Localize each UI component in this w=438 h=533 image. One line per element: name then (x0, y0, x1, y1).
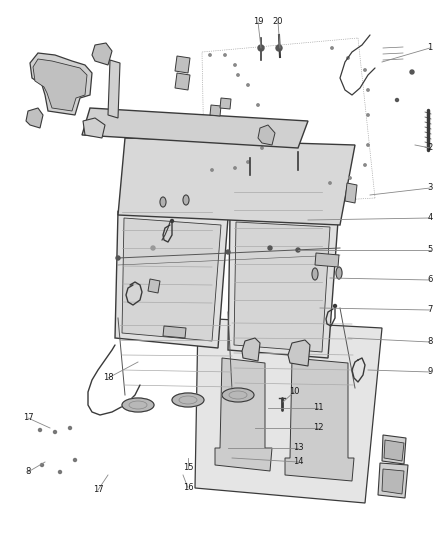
Polygon shape (384, 440, 404, 461)
Text: 20: 20 (273, 18, 283, 27)
Polygon shape (242, 338, 260, 361)
Polygon shape (122, 218, 221, 341)
Text: 3: 3 (427, 183, 433, 192)
Polygon shape (148, 279, 160, 293)
Polygon shape (382, 469, 404, 494)
Circle shape (226, 250, 230, 254)
Polygon shape (175, 56, 190, 73)
Text: 13: 13 (293, 443, 303, 453)
Circle shape (364, 164, 366, 166)
Text: 7: 7 (427, 305, 433, 314)
Polygon shape (175, 73, 190, 90)
Text: 12: 12 (313, 424, 323, 432)
Text: 16: 16 (183, 483, 193, 492)
Circle shape (116, 256, 120, 260)
Text: 5: 5 (427, 246, 433, 254)
Text: 1: 1 (427, 44, 433, 52)
Polygon shape (258, 125, 275, 145)
Polygon shape (83, 118, 105, 138)
Polygon shape (315, 253, 339, 267)
Circle shape (68, 426, 71, 430)
Polygon shape (288, 340, 310, 366)
Ellipse shape (160, 197, 166, 207)
Circle shape (258, 45, 264, 51)
Polygon shape (92, 43, 112, 65)
Ellipse shape (336, 267, 342, 279)
Circle shape (333, 304, 336, 308)
Circle shape (329, 182, 331, 184)
Polygon shape (220, 98, 231, 109)
Text: 8: 8 (25, 467, 31, 477)
Polygon shape (210, 105, 221, 116)
Polygon shape (382, 435, 406, 464)
Circle shape (367, 89, 369, 91)
Ellipse shape (312, 268, 318, 280)
Circle shape (59, 471, 61, 473)
Circle shape (234, 64, 236, 66)
Circle shape (349, 177, 351, 179)
Circle shape (224, 54, 226, 56)
Circle shape (211, 169, 213, 171)
Polygon shape (228, 215, 338, 358)
Text: 4: 4 (427, 214, 433, 222)
Circle shape (331, 47, 333, 49)
Circle shape (347, 57, 349, 59)
Polygon shape (378, 463, 408, 498)
Text: 15: 15 (183, 464, 193, 472)
Polygon shape (163, 326, 186, 338)
Circle shape (367, 114, 369, 116)
Ellipse shape (172, 393, 204, 407)
Circle shape (296, 248, 300, 252)
Circle shape (276, 45, 282, 51)
Text: 8: 8 (427, 337, 433, 346)
Polygon shape (215, 358, 272, 471)
Ellipse shape (222, 388, 254, 402)
Text: 17: 17 (23, 414, 33, 423)
Ellipse shape (183, 195, 189, 205)
Text: 17: 17 (93, 486, 103, 495)
Circle shape (237, 74, 239, 76)
Text: 6: 6 (427, 276, 433, 285)
Circle shape (261, 147, 263, 149)
Polygon shape (234, 222, 330, 352)
Circle shape (74, 458, 77, 462)
Circle shape (364, 69, 366, 71)
Polygon shape (285, 358, 354, 481)
Circle shape (209, 54, 211, 56)
Polygon shape (33, 59, 87, 111)
Circle shape (396, 99, 399, 101)
Polygon shape (82, 108, 308, 148)
Text: 10: 10 (289, 387, 299, 397)
Polygon shape (345, 183, 357, 203)
Text: 11: 11 (313, 403, 323, 413)
Polygon shape (26, 108, 43, 128)
Circle shape (247, 161, 249, 163)
Text: 9: 9 (427, 367, 433, 376)
Text: 2: 2 (427, 143, 433, 152)
Circle shape (268, 246, 272, 250)
Circle shape (170, 220, 173, 222)
Circle shape (39, 429, 42, 432)
Polygon shape (30, 53, 92, 115)
Polygon shape (118, 138, 355, 225)
Circle shape (53, 431, 57, 433)
Polygon shape (195, 318, 382, 503)
Circle shape (151, 246, 155, 250)
Polygon shape (115, 211, 228, 348)
Text: 18: 18 (102, 374, 113, 383)
Circle shape (40, 464, 43, 466)
Text: 14: 14 (293, 457, 303, 466)
Circle shape (261, 129, 263, 131)
Circle shape (247, 84, 249, 86)
Text: 19: 19 (253, 18, 263, 27)
Circle shape (257, 104, 259, 106)
Polygon shape (108, 60, 120, 118)
Circle shape (234, 167, 236, 169)
Circle shape (367, 144, 369, 146)
Circle shape (410, 70, 414, 74)
Ellipse shape (122, 398, 154, 412)
